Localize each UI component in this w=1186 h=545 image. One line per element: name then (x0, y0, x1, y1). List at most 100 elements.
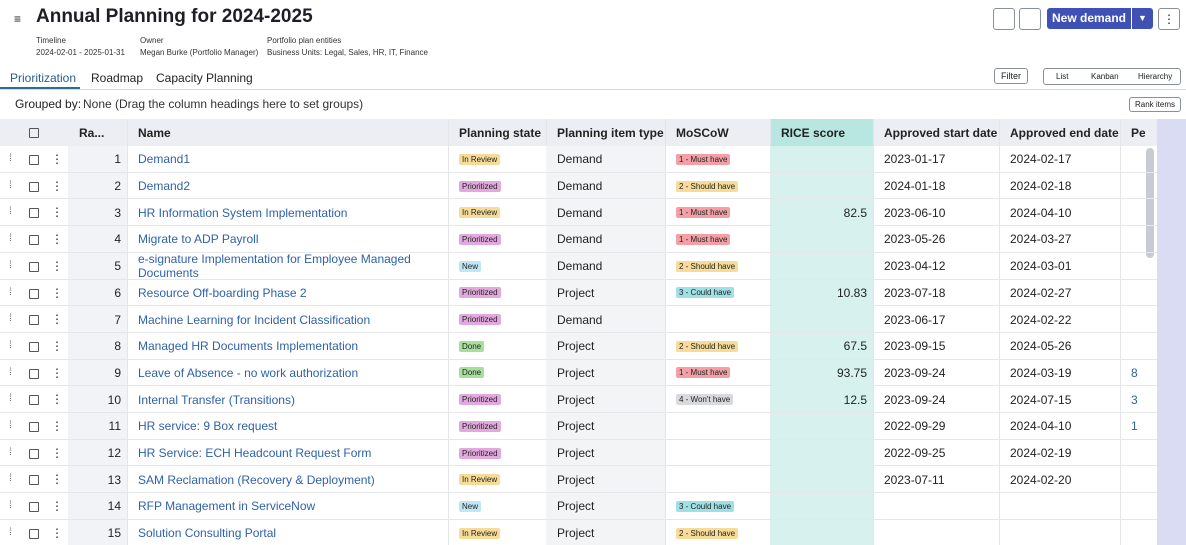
name-cell[interactable]: Leave of Absence - no work authorization (138, 365, 359, 380)
row-checkbox[interactable] (29, 315, 39, 326)
name-cell[interactable]: e-signature Implementation for Employee … (138, 252, 411, 280)
comment-button[interactable] (993, 8, 1015, 30)
drag-handle[interactable]: ⁞ (9, 366, 12, 378)
row-checkbox[interactable] (29, 395, 39, 406)
rice-cell-bg (770, 413, 873, 440)
row-checkbox[interactable] (29, 288, 39, 299)
select-all[interactable] (29, 128, 39, 138)
end-cell: 2024-02-18 (1010, 179, 1072, 194)
drag-handle[interactable]: ⁞ (9, 420, 12, 431)
type-cell-bg (546, 279, 665, 307)
drag-handle[interactable]: ⁞ (9, 153, 12, 164)
row-menu[interactable]: ⋮ (51, 152, 63, 166)
drag-handle[interactable]: ⁞ (9, 179, 12, 191)
view-option[interactable]: List (1056, 72, 1069, 81)
rank-cell-bg (68, 359, 127, 387)
drag-handle[interactable]: ⁞ (9, 526, 12, 538)
more-button[interactable]: ⋮ (1158, 8, 1180, 30)
drag-handle[interactable]: ⁞ (9, 339, 12, 351)
drag-handle[interactable]: ⁞ (9, 233, 12, 245)
row-menu[interactable]: ⋮ (51, 258, 63, 273)
name-cell[interactable]: RFP Management in ServiceNow (138, 499, 316, 514)
name-cell[interactable]: Managed HR Documents Implementation (138, 339, 359, 354)
name-cell[interactable]: HR service: 9 Box request (138, 419, 278, 434)
column-header[interactable]: Name (138, 125, 171, 140)
type-cell-bg (546, 252, 665, 280)
column-header[interactable]: Approved end date (1010, 125, 1119, 140)
badge-cell: 3 - Could have (676, 493, 764, 520)
drag-handle[interactable]: ⁞ (9, 473, 12, 485)
share-button[interactable] (1019, 8, 1041, 30)
badge-cell: 2 - Should have (676, 253, 764, 280)
new-demand-dropdown[interactable]: ▼ (1132, 8, 1153, 29)
name-cell[interactable]: Demand1 (138, 152, 191, 167)
row-checkbox[interactable] (29, 448, 39, 459)
tab[interactable]: Prioritization (10, 71, 77, 85)
drag-handle[interactable]: ⁞ (9, 259, 12, 271)
menu-icon[interactable]: ≡ (14, 12, 22, 26)
row-checkbox[interactable] (29, 261, 39, 272)
rank-cell-bg (68, 332, 127, 360)
type-cell: Demand (557, 179, 603, 194)
type-cell-bg (546, 413, 665, 440)
row-menu[interactable]: ⋮ (51, 472, 63, 487)
rank-items-button[interactable]: Rank items (1129, 97, 1182, 112)
name-cell[interactable]: Resource Off-boarding Phase 2 (138, 285, 307, 300)
row-checkbox[interactable] (29, 475, 39, 486)
new-demand-button[interactable]: New demand (1047, 8, 1131, 29)
column-header[interactable]: Ra... (79, 125, 105, 140)
drag-handle[interactable]: ⁞ (9, 446, 12, 458)
row-menu[interactable]: ⋮ (51, 285, 63, 300)
tab[interactable]: Capacity Planning (156, 71, 253, 85)
filter-button[interactable]: Filter (994, 68, 1028, 84)
column-header[interactable]: Planning state (459, 125, 542, 140)
row-menu[interactable]: ⋮ (51, 365, 63, 380)
row-menu[interactable]: ⋮ (51, 392, 63, 407)
column-header[interactable]: Approved start date (884, 125, 998, 140)
drag-handle[interactable]: ⁞ (9, 286, 12, 298)
column-header[interactable]: RICE score (781, 125, 846, 140)
row-menu[interactable]: ⋮ (51, 232, 63, 247)
row-checkbox[interactable] (29, 368, 39, 379)
moscow-badge: 1 - Must have (676, 153, 731, 165)
name-cell[interactable]: Internal Transfer (Transitions) (138, 392, 295, 407)
row-menu[interactable]: ⋮ (51, 312, 63, 327)
name-cell[interactable]: HR Information System Implementation (138, 205, 348, 220)
start-cell: 2022-09-29 (884, 419, 946, 434)
tab[interactable]: Roadmap (91, 71, 144, 85)
row-checkbox[interactable] (29, 422, 39, 432)
row-menu[interactable]: ⋮ (51, 178, 63, 193)
rice-cell-bg (770, 306, 873, 333)
name-cell[interactable]: SAM Reclamation (Recovery & Deployment) (138, 472, 375, 487)
name-cell[interactable]: Migrate to ADP Payroll (138, 232, 259, 247)
row-menu[interactable]: ⋮ (51, 525, 63, 540)
view-option[interactable]: Hierarchy (1138, 72, 1173, 81)
name-cell[interactable]: HR Service: ECH Headcount Request Form (138, 446, 372, 461)
row-checkbox[interactable] (29, 341, 39, 352)
row-checkbox[interactable] (29, 235, 39, 246)
row-checkbox[interactable] (29, 502, 39, 513)
name-cell[interactable]: Demand2 (138, 179, 191, 194)
rice-cell-bg (770, 519, 873, 545)
row-checkbox[interactable] (29, 155, 39, 165)
row-menu[interactable]: ⋮ (51, 445, 63, 460)
drag-handle[interactable]: ⁞ (9, 500, 12, 512)
row-checkbox[interactable] (29, 208, 39, 219)
drag-handle[interactable]: ⁞ (9, 393, 12, 405)
name-cell[interactable]: Solution Consulting Portal (138, 526, 277, 541)
view-option[interactable]: Kanban (1091, 72, 1119, 81)
moscow-badge: 3 - Could have (676, 287, 735, 299)
badge-cell: Prioritized (459, 306, 540, 333)
column-header[interactable]: MoSCoW (676, 125, 729, 140)
row-checkbox[interactable] (29, 181, 39, 192)
drag-handle[interactable]: ⁞ (9, 313, 12, 325)
row-checkbox[interactable] (29, 528, 39, 539)
row-menu[interactable]: ⋮ (51, 338, 63, 353)
drag-handle[interactable]: ⁞ (9, 206, 12, 218)
column-header[interactable]: Planning item type (557, 125, 664, 140)
row-menu[interactable]: ⋮ (51, 499, 63, 514)
row-menu[interactable]: ⋮ (51, 419, 63, 433)
name-cell[interactable]: Machine Learning for Incident Classifica… (138, 312, 371, 327)
column-header[interactable]: Pe (1131, 125, 1145, 140)
row-menu[interactable]: ⋮ (51, 205, 63, 220)
